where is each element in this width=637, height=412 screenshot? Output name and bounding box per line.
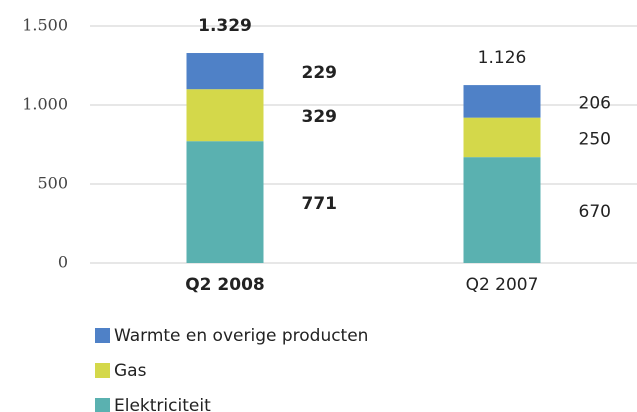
legend-swatch (95, 328, 110, 343)
legend-label: Gas (114, 361, 147, 381)
bar-segment (463, 117, 541, 158)
segment-label: 670 (579, 202, 611, 222)
total-label: 1.126 (478, 48, 527, 68)
bar-segment (186, 141, 264, 263)
bar-segment (186, 53, 264, 90)
bar-segment (463, 157, 541, 263)
y-tick-label: 1.000 (22, 95, 68, 114)
segment-label: 206 (579, 93, 611, 113)
legend-swatch (95, 398, 110, 412)
y-tick-label: 0 (58, 253, 68, 272)
legend-label: Warmte en overige producten (114, 326, 368, 346)
legend-label: Elektriciteit (114, 396, 211, 412)
y-tick-label: 500 (37, 174, 68, 193)
y-tick-label: 1.500 (22, 16, 68, 35)
legend-swatch (95, 363, 110, 378)
bar-segment (463, 85, 541, 118)
segment-label: 329 (302, 107, 338, 127)
segment-label: 229 (302, 63, 338, 83)
segment-label: 250 (579, 129, 611, 149)
total-label: 1.329 (198, 16, 252, 36)
bar-segment (186, 89, 264, 142)
x-tick-label: Q2 2007 (466, 275, 539, 295)
x-tick-label: Q2 2008 (185, 275, 265, 295)
segment-label: 771 (302, 194, 338, 214)
